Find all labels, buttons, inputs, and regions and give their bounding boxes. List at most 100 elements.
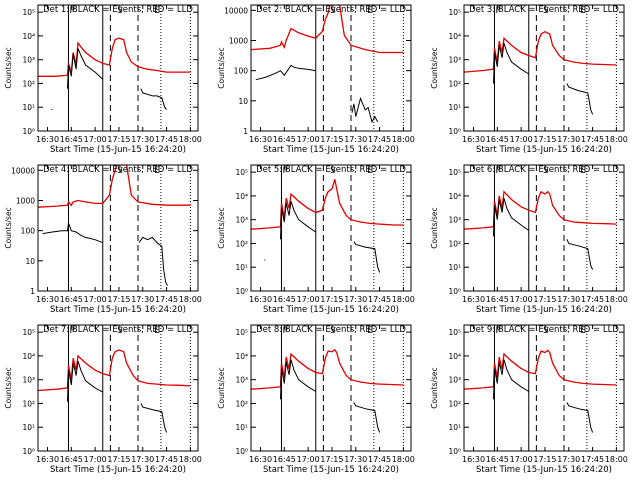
y-tick-label: 10⁰ (22, 447, 35, 456)
x-tick-label: 16:30 (462, 295, 485, 304)
panel-title: Det 5: BLACK = Events, RED = LLD (256, 165, 406, 175)
phase-annotation-s: S (330, 6, 336, 16)
x-tick-label: 17:45 (155, 295, 178, 304)
phase-annotation-s: S (117, 6, 123, 16)
events-series-line (280, 201, 317, 240)
series-group (251, 349, 404, 433)
x-tick-label: 17:45 (368, 295, 391, 304)
series-group (464, 30, 617, 115)
y-tick-label: 1000 (16, 196, 35, 205)
x-tick-label: 17:15 (107, 455, 130, 464)
phase-annotation-e: E (367, 166, 373, 176)
x-axis-label: Start Time (15-Jun-15 16:24:20) (50, 145, 186, 155)
x-tick-label: 18:00 (179, 295, 202, 304)
plot-frame (463, 324, 625, 452)
x-tick-label: 18:00 (392, 455, 415, 464)
x-tick-label: 16:45 (60, 455, 83, 464)
x-tick-label: 17:45 (155, 135, 178, 144)
series-group (251, 179, 404, 273)
y-tick-label: 10⁰ (235, 447, 248, 456)
x-tick-label: 17:30 (344, 455, 367, 464)
y-tick-label: 10000 (224, 6, 248, 15)
y-tick-label: 10² (235, 399, 248, 408)
events-series-line (42, 222, 103, 244)
phase-annotation-p: P (70, 326, 76, 336)
x-axis-label: Start Time (15-Jun-15 16:24:20) (476, 145, 612, 155)
x-tick-label: 17:45 (368, 135, 391, 144)
events-series-line (493, 42, 530, 84)
events-series-line (255, 64, 316, 81)
events-series-line (280, 359, 317, 400)
phase-annotation-s: S (330, 326, 336, 336)
panel-title: Det 3: BLACK = Events, RED = LLD (469, 5, 619, 15)
x-tick-label: 17:15 (533, 135, 556, 144)
panel-title: Det 8: BLACK = Events, RED = LLD (256, 325, 406, 335)
x-tick-label: 17:45 (581, 295, 604, 304)
y-tick-label: 1000 (229, 36, 248, 45)
panel-title: Det 7: BLACK = Events, RED = LLD (43, 325, 193, 335)
x-tick-label: 16:45 (60, 135, 83, 144)
x-tick-label: 16:30 (462, 135, 485, 144)
x-tick-label: 16:30 (249, 455, 272, 464)
y-axis-label: Counts/sec (4, 47, 13, 88)
x-axis-label: Start Time (15-Jun-15 16:24:20) (50, 465, 186, 475)
y-tick-label: 10² (235, 239, 248, 248)
y-tick-label: 10¹ (448, 263, 461, 272)
y-tick-label: 10⁴ (22, 32, 35, 41)
y-tick-label: 10⁰ (22, 127, 35, 136)
phase-annotation-e: E (367, 326, 373, 336)
plot-frame (37, 4, 199, 132)
x-tick-label: 17:00 (510, 455, 533, 464)
y-tick-label: 10³ (22, 56, 35, 65)
y-tick-label: 10⁵ (235, 328, 248, 337)
x-axis-label: Start Time (15-Jun-15 16:24:20) (476, 305, 612, 315)
series-group (464, 190, 617, 270)
lld-series-line (464, 190, 617, 230)
phase-annotation-s: S (117, 326, 123, 336)
x-tick-label: 17:00 (297, 295, 320, 304)
y-axis-label: Counts/sec (430, 47, 439, 88)
x-tick-label: 16:30 (462, 455, 485, 464)
phase-annotation-s: S (330, 166, 336, 176)
x-tick-label: 17:30 (131, 135, 154, 144)
x-tick-label: 16:45 (486, 135, 509, 144)
y-tick-label: 10⁰ (448, 287, 461, 296)
x-axis-label: Start Time (15-Jun-15 16:24:20) (263, 305, 399, 315)
y-tick-label: 10⁰ (235, 287, 248, 296)
panel-title: Det 6: BLACK = Events, RED = LLD (469, 165, 619, 175)
plot-frame (37, 164, 199, 292)
x-tick-label: 17:00 (84, 455, 107, 464)
x-tick-label: 18:00 (605, 135, 628, 144)
x-tick-label: 17:00 (84, 295, 107, 304)
y-tick-label: 10³ (235, 216, 248, 225)
series-group (38, 37, 191, 110)
y-tick-label: 10¹ (235, 263, 248, 272)
x-tick-label: 17:45 (581, 135, 604, 144)
phase-annotation-e: E (154, 6, 160, 16)
y-tick-label: 10⁴ (235, 352, 248, 361)
series-group (464, 349, 617, 433)
phase-annotation-s: S (543, 326, 549, 336)
y-tick-label: 10⁵ (448, 328, 461, 337)
y-tick-label: 10¹ (448, 103, 461, 112)
x-tick-label: 18:00 (392, 135, 415, 144)
x-tick-label: 18:00 (179, 135, 202, 144)
phase-annotation-p: P (496, 6, 502, 16)
y-tick-label: 10¹ (448, 423, 461, 432)
events-series-line (140, 88, 167, 110)
x-tick-label: 17:30 (131, 295, 154, 304)
series-group (38, 349, 191, 433)
phase-annotation-p: P (496, 326, 502, 336)
y-tick-label: 10³ (235, 376, 248, 385)
panel-title: Det 9: BLACK = Events, RED = LLD (469, 325, 619, 335)
y-tick-label: 10² (448, 79, 461, 88)
x-tick-label: 17:30 (131, 455, 154, 464)
